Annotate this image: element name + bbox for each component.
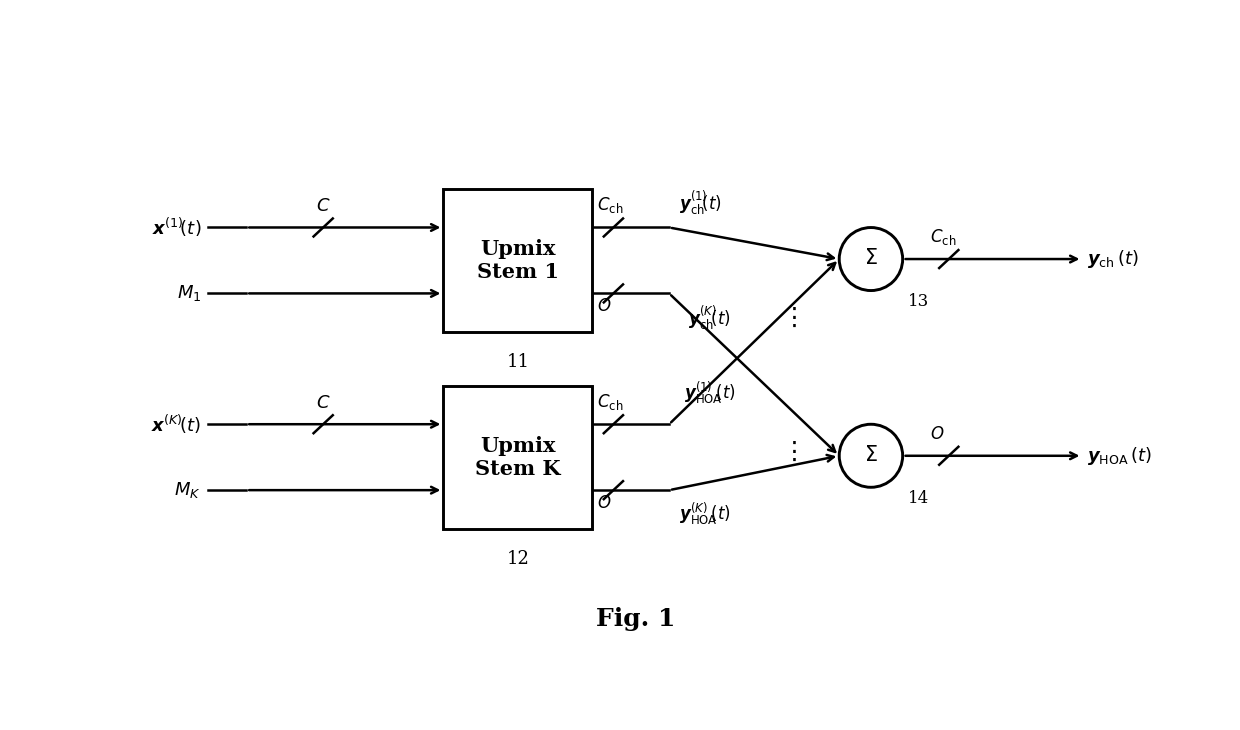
Text: $M_K$: $M_K$ (175, 480, 201, 500)
Ellipse shape (839, 424, 903, 488)
Text: $\boldsymbol{y}_{\rm ch}\,(t)$: $\boldsymbol{y}_{\rm ch}\,(t)$ (1087, 248, 1140, 270)
Text: $\boldsymbol{y}_{\rm HOA}^{(1)}\!\!(t)$: $\boldsymbol{y}_{\rm HOA}^{(1)}\!\!(t)$ (683, 380, 735, 407)
Text: $C_{\rm ch}$: $C_{\rm ch}$ (930, 227, 956, 247)
Text: $C$: $C$ (316, 197, 330, 215)
Text: Upmix
Stem 1: Upmix Stem 1 (476, 239, 559, 282)
Text: $\vdots$: $\vdots$ (781, 439, 797, 464)
Text: $\boldsymbol{x}^{(K)}\!(t)$: $\boldsymbol{x}^{(K)}\!(t)$ (151, 412, 201, 436)
FancyBboxPatch shape (444, 189, 593, 332)
Text: 14: 14 (908, 490, 929, 507)
Text: 13: 13 (908, 293, 929, 310)
Text: $\vdots$: $\vdots$ (781, 305, 797, 329)
Text: $\boldsymbol{y}_{\rm HOA}\,(t)$: $\boldsymbol{y}_{\rm HOA}\,(t)$ (1087, 445, 1152, 466)
Text: $O$: $O$ (930, 426, 944, 443)
Text: $\Sigma$: $\Sigma$ (864, 445, 878, 465)
Ellipse shape (839, 228, 903, 291)
Text: $\Sigma$: $\Sigma$ (864, 248, 878, 268)
Text: $C$: $C$ (316, 394, 330, 412)
Text: $C_{\rm ch}$: $C_{\rm ch}$ (596, 392, 624, 412)
Text: Upmix
Stem K: Upmix Stem K (475, 436, 560, 479)
Text: 11: 11 (506, 353, 529, 372)
Text: $\boldsymbol{x}^{(1)}\!(t)$: $\boldsymbol{x}^{(1)}\!(t)$ (151, 216, 201, 239)
Text: 12: 12 (506, 550, 529, 568)
Text: $M_1$: $M_1$ (177, 283, 201, 304)
Text: Fig. 1: Fig. 1 (595, 607, 676, 631)
Text: $O$: $O$ (596, 495, 611, 512)
Text: $C_{\rm ch}$: $C_{\rm ch}$ (596, 195, 624, 215)
Text: $\boldsymbol{y}_{\rm HOA}^{(K)}\!\!(t)$: $\boldsymbol{y}_{\rm HOA}^{(K)}\!\!(t)$ (678, 500, 730, 527)
Text: $\boldsymbol{y}_{\rm ch}^{(K)}\!\!(t)$: $\boldsymbol{y}_{\rm ch}^{(K)}\!\!(t)$ (688, 304, 732, 332)
Text: $O$: $O$ (596, 298, 611, 315)
Text: $\boldsymbol{y}_{\rm ch}^{(1)}\!\!(t)$: $\boldsymbol{y}_{\rm ch}^{(1)}\!\!(t)$ (678, 190, 722, 218)
FancyBboxPatch shape (444, 385, 593, 529)
